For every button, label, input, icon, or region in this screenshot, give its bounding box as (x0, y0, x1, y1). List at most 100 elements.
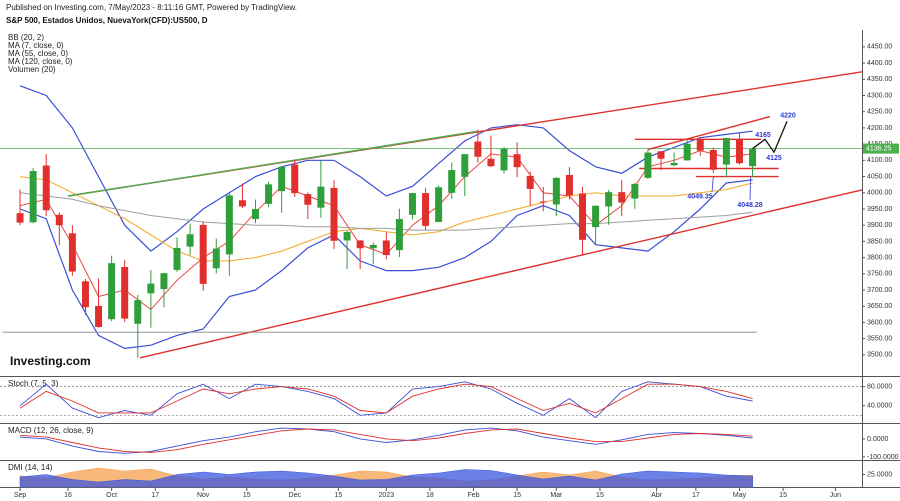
candle-body (265, 184, 273, 204)
candle-body (225, 195, 233, 255)
candle-body (317, 186, 325, 208)
candle-body (696, 139, 704, 151)
candle-body (369, 244, 377, 249)
candle-body (513, 154, 521, 168)
y-tick-label: 3800.00 (867, 254, 892, 261)
annotation-pointer (749, 177, 751, 201)
trendline (139, 189, 863, 359)
y-tick-label: 3700.00 (867, 287, 892, 294)
x-tick-label: 17 (692, 492, 700, 499)
candle-body (552, 177, 560, 205)
candle-body (42, 165, 50, 211)
last-price-label: 4136.25 (866, 145, 891, 152)
candle-body (579, 193, 587, 240)
candle-body (644, 152, 652, 178)
candle-body (238, 200, 246, 207)
candle-body (395, 219, 403, 251)
candle-body (670, 162, 678, 166)
moving-average (20, 176, 753, 262)
y-tick-label: -100.0000 (867, 454, 899, 461)
candle-body (657, 151, 665, 159)
annotation: 4220 (780, 112, 796, 119)
candle-body (526, 175, 534, 189)
candle-body (278, 166, 286, 192)
panel-title: DMI (14, 14) (8, 463, 53, 472)
x-tick-label: Nov (197, 492, 210, 499)
x-tick-label: Oct (106, 492, 117, 499)
legend-entry: BB (20, 2) (8, 33, 44, 42)
x-tick-label: 17 (151, 492, 159, 499)
x-tick-label: Dec (289, 492, 302, 499)
candle-body (173, 247, 181, 270)
candle-body (709, 149, 717, 170)
moving-average (20, 192, 753, 231)
candle-body (95, 305, 103, 328)
indicator-area (19, 469, 753, 488)
logo: Investing.com (10, 354, 91, 368)
y-tick-label: 4400.00 (867, 60, 892, 67)
candle-body (435, 187, 443, 222)
candle-body (16, 213, 24, 223)
indicator-line (19, 383, 753, 414)
y-tick-label: 4250.00 (867, 109, 892, 116)
x-tick-label: 2023 (379, 492, 395, 499)
y-tick-label: 40.0000 (867, 403, 892, 410)
trendline (647, 115, 771, 151)
annotation-pointer (711, 176, 714, 192)
candle-body (291, 164, 299, 194)
legend-entry: Volumen (20) (8, 65, 56, 74)
candle-body (461, 154, 469, 177)
candle-body (68, 233, 76, 272)
y-tick-label: 4000.00 (867, 190, 892, 197)
panel-title: Stoch (7, 5, 3) (8, 379, 59, 388)
projection-line (752, 121, 788, 154)
candle-body (134, 300, 142, 324)
candle-body (55, 214, 63, 226)
candle-body (683, 143, 691, 161)
candle-body (356, 240, 364, 249)
x-tick-label: 15 (596, 492, 604, 499)
x-tick-label: Sep (14, 492, 27, 499)
panel-title: MACD (12, 26, close, 9) (8, 426, 94, 435)
x-tick-label: 15 (779, 492, 787, 499)
bollinger-upper (19, 85, 753, 252)
legend-entry: MA (55, close, 0) (8, 49, 68, 58)
x-tick-label: Abr (651, 492, 663, 499)
annotation: 4125 (766, 155, 782, 162)
candle-body (749, 148, 757, 167)
y-tick-label: 25.0000 (867, 471, 892, 478)
y-tick-label: 4050.00 (867, 173, 892, 180)
candle-body (487, 158, 495, 167)
x-tick-label: Jun (830, 492, 841, 499)
y-tick-label: 4100.00 (867, 157, 892, 164)
candle-body (448, 170, 456, 193)
y-tick-label: 80.0000 (867, 383, 892, 390)
candle-body (304, 194, 312, 205)
legend-entry: MA (120, close, 0) (8, 57, 73, 66)
header: Published on Investing.com, 7/May/2023 -… (6, 3, 297, 12)
candle-body (500, 148, 508, 171)
candle-body (605, 192, 613, 207)
annotation: 4048.28 (737, 202, 762, 209)
candle-body (147, 283, 155, 294)
x-tick-label: May (733, 492, 747, 499)
x-tick-label: 15 (334, 492, 342, 499)
candle-body (29, 171, 37, 223)
indicator-line (20, 428, 753, 453)
y-tick-label: 3600.00 (867, 319, 892, 326)
annotation: 4049.35 (687, 194, 712, 201)
y-tick-label: 3900.00 (867, 222, 892, 229)
y-tick-label: 4450.00 (867, 44, 892, 51)
candle-body (631, 184, 639, 199)
candle-body (121, 267, 129, 319)
candle-body (618, 192, 626, 203)
candle-body (199, 224, 207, 284)
trendline (67, 130, 479, 197)
candle-body (160, 273, 168, 290)
y-tick-label: 4200.00 (867, 125, 892, 132)
y-tick-label: 0.0000 (867, 436, 889, 443)
candle-body (212, 248, 220, 269)
